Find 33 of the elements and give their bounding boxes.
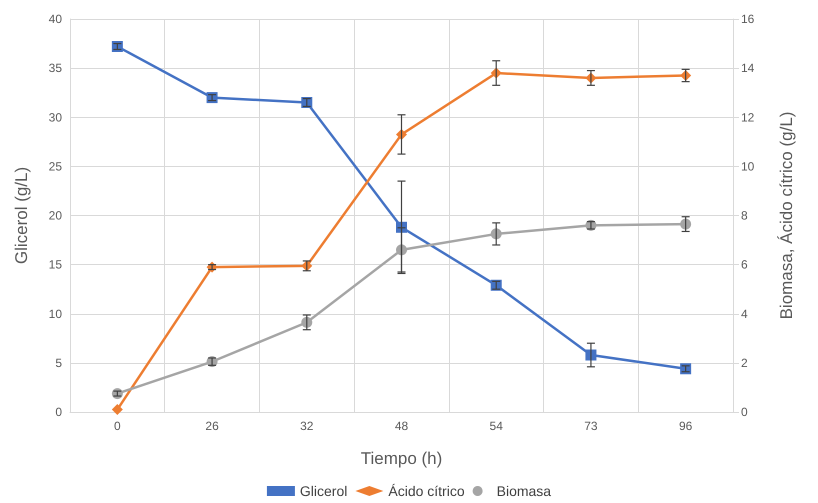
point bbox=[585, 350, 596, 361]
y-tick-label: 25 bbox=[48, 159, 62, 174]
x-tick-label: 48 bbox=[394, 419, 408, 433]
x-tick-label: 0 bbox=[114, 419, 122, 433]
legend-label: Ácido cítrico bbox=[388, 483, 465, 499]
y2-tick-label: 14 bbox=[741, 61, 755, 76]
y2-tick-label: 6 bbox=[741, 258, 748, 272]
y-tick-label: 20 bbox=[48, 208, 62, 222]
x-tick-label: 32 bbox=[300, 419, 314, 433]
y2-tick-label: 10 bbox=[741, 159, 755, 174]
y-tick-label: 5 bbox=[55, 356, 62, 370]
x-axis-title: Tiempo (h) bbox=[360, 449, 442, 468]
y2-tick-label: 0 bbox=[741, 405, 748, 419]
y-tick-label: 35 bbox=[48, 61, 62, 76]
y-tick-label: 40 bbox=[48, 12, 62, 26]
y-axis-title: Glicerol (g/L) bbox=[12, 166, 31, 264]
y-tick-label: 10 bbox=[48, 306, 62, 321]
y2-tick-label: 4 bbox=[741, 306, 748, 321]
y-tick-label: 0 bbox=[55, 405, 62, 419]
y2-tick-label: 16 bbox=[741, 12, 755, 26]
y2-tick-label: 2 bbox=[741, 356, 748, 370]
y2-axis-title: Biomasa, Ácido cítrico (g/L) bbox=[777, 112, 796, 320]
x-tick-label: 73 bbox=[584, 419, 598, 433]
y2-tick-label: 12 bbox=[741, 110, 755, 124]
legend-label: Biomasa bbox=[496, 483, 552, 499]
x-tick-label: 54 bbox=[490, 419, 504, 433]
y-tick-label: 30 bbox=[48, 110, 62, 124]
x-tick-label: 26 bbox=[205, 419, 220, 433]
y2-tick-label: 8 bbox=[741, 208, 748, 222]
y-tick-label: 15 bbox=[48, 258, 62, 272]
point bbox=[112, 404, 123, 416]
legend-label: Glicerol bbox=[300, 483, 348, 499]
x-tick-label: 96 bbox=[678, 419, 693, 433]
